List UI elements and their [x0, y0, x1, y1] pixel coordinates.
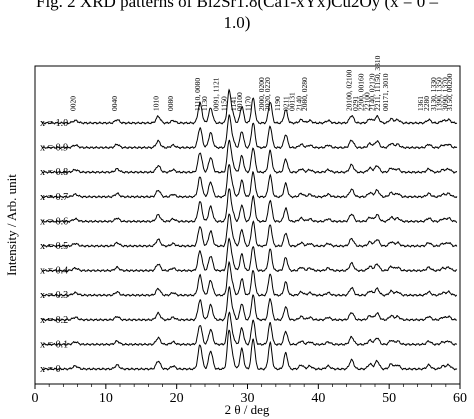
- peak-label: 0091, 1121: [211, 77, 220, 111]
- x-axis-title: 2 θ / deg: [225, 402, 270, 417]
- series-label: x = 0.4: [40, 266, 68, 277]
- peak-label: 1010: [151, 96, 160, 111]
- peak-label: 3150, 00200: [445, 73, 454, 111]
- peak-label: 2000, 0200: [257, 77, 266, 111]
- series-label: x = 0.5: [40, 241, 68, 252]
- series-label: x = 0: [40, 364, 61, 375]
- peak-label: 00171, 3010: [381, 73, 390, 111]
- peak-label: 2200, 00160: [357, 73, 366, 111]
- series-label: x = 0.3: [40, 290, 68, 301]
- x-axis: 0 10 20 30 40 50 60: [32, 384, 467, 406]
- peak-label: 1190: [273, 96, 282, 111]
- series-group: x = 0 x = 0.1 x = 0.2 x = 0.3 x = 0.4 x = 0.5…: [40, 88, 458, 375]
- peak-label: 2140: [294, 96, 303, 111]
- x-tick-label: 20: [170, 391, 184, 406]
- series-line: [41, 139, 458, 174]
- peak-label: 1130: [200, 96, 209, 111]
- peak-label: 3090, 1370: [440, 77, 449, 111]
- peak-label: 3130, 1330: [429, 77, 438, 111]
- peak-label: 2080, 0280: [300, 77, 309, 111]
- series-line: [41, 286, 457, 322]
- series-label: x = 0.7: [40, 192, 68, 203]
- series-label: x = 0.6: [40, 216, 68, 227]
- peak-label: 2140, 02120: [367, 73, 376, 111]
- caption-line-1: Fig. 2 XRD patterns of Bi2Sr1.8(Ca1-xYx)…: [36, 0, 438, 11]
- x-tick-label: 30: [241, 391, 255, 406]
- series-line: [41, 237, 458, 273]
- x-tick-label: 60: [453, 391, 467, 406]
- series-line: [41, 188, 458, 224]
- series-line: [41, 114, 458, 150]
- peak-label: 22100: [362, 92, 371, 111]
- peak-label: 1361: [416, 96, 425, 111]
- caption-line-2: 1.0): [223, 13, 251, 32]
- peak-label: 00100: [235, 92, 244, 111]
- series-label: x = 1.0: [40, 118, 68, 129]
- peak-label: 20100, 02100: [345, 70, 354, 112]
- series-line: [41, 88, 458, 125]
- series-line: [41, 260, 457, 297]
- peak-label: 2211, 11150, 3310: [373, 55, 382, 111]
- peak-label: 1150: [219, 96, 228, 111]
- peak-label: 2280: [422, 96, 431, 111]
- peak-label: 1390, 1350: [435, 77, 444, 111]
- series-label: x = 0.1: [40, 339, 68, 350]
- x-tick-label: 0: [32, 391, 39, 406]
- series-line: [41, 213, 458, 248]
- x-tick-label: 50: [382, 391, 396, 406]
- peak-label: 00131: [287, 92, 296, 111]
- peak-label: 1170: [243, 96, 252, 111]
- series-line: [41, 329, 458, 371]
- peak-label: 2020, 0220: [263, 77, 272, 111]
- plot-frame: [34, 65, 461, 385]
- series-label: x = 0.2: [40, 315, 68, 326]
- peak-label: 0020: [68, 96, 77, 111]
- series-line: [41, 164, 458, 199]
- peak-label: 1141: [229, 96, 238, 111]
- series-label: x = 0.9: [40, 143, 68, 154]
- x-tick-label: 40: [311, 391, 325, 406]
- series-label: x = 0.8: [40, 167, 68, 178]
- peak-label: 0080: [166, 96, 175, 111]
- x-tick-label: 10: [99, 391, 113, 406]
- peak-label: 0211: [282, 96, 291, 111]
- peak-label: 0291: [351, 96, 360, 111]
- peak-label: 0040: [110, 96, 119, 111]
- y-axis-title: Intensity / Arb. unit: [4, 174, 19, 276]
- figure-caption: Fig. 2 XRD patterns of Bi2Sr1.8(Ca1-xYx)…: [0, 0, 474, 33]
- peak-label: 1110, 0080: [193, 78, 202, 111]
- series-line: [41, 311, 458, 347]
